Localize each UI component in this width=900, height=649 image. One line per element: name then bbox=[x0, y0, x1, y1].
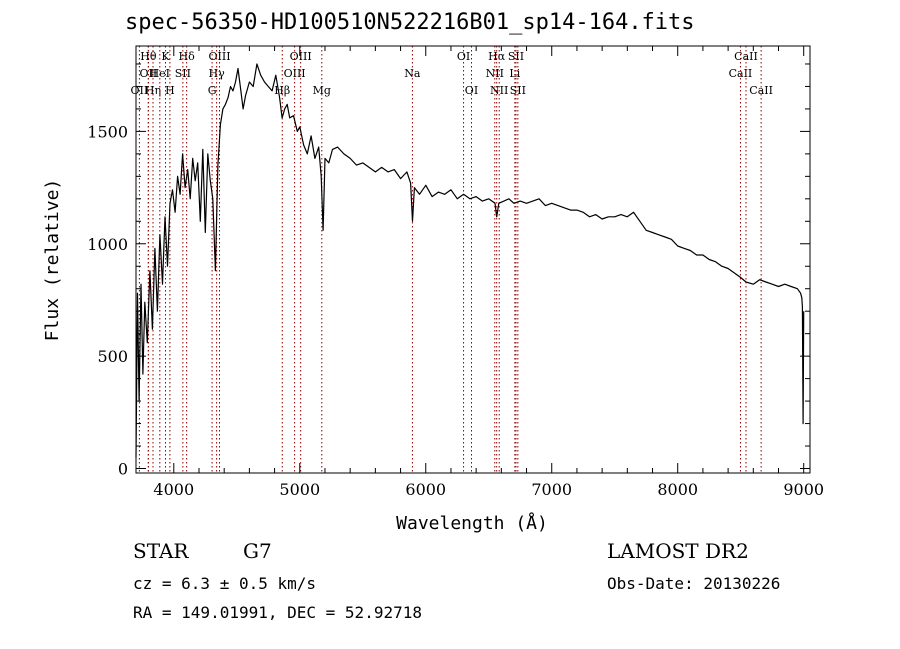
plot-border bbox=[135, 45, 811, 474]
axis-ticks-layer: 4000 5000 6000 7000 8000 9000 0 500 1000 1500 bbox=[87, 46, 824, 499]
y-tick-label: 0 bbox=[118, 460, 128, 479]
spectral-lines-layer: OIIOIIHθHηHeIKHSIIHδGHγOIIIHβOIIIOIIIMgN… bbox=[131, 46, 773, 473]
survey-name: LAMOST DR2 bbox=[607, 539, 749, 563]
spectral-line-label: SII bbox=[510, 84, 526, 97]
spectral-line-label: OI bbox=[457, 50, 470, 63]
spectral-line-label: OIII bbox=[208, 50, 230, 63]
x-tick-label: 5000 bbox=[279, 480, 320, 499]
spectral-line-label: Hβ bbox=[274, 84, 290, 97]
chart-title: spec-56350-HD100510N522216B01_sp14-164.f… bbox=[125, 10, 695, 35]
spectral-line-label: CaII bbox=[729, 67, 753, 80]
spectral-line-label: OI bbox=[465, 84, 478, 97]
x-tick-label: 7000 bbox=[531, 480, 572, 499]
y-tick-label: 1500 bbox=[87, 122, 128, 141]
spectral-line-label: Hθ bbox=[140, 50, 157, 63]
spectral-line-label: Li bbox=[509, 67, 520, 80]
spectral-line-label: K bbox=[161, 50, 170, 63]
spectral-line-label: Hη bbox=[145, 84, 161, 97]
spectral-line-label: OIII bbox=[284, 67, 306, 80]
spectral-line-label: SII bbox=[508, 50, 524, 63]
spectral-line-label: Na bbox=[404, 67, 421, 80]
plot-frame bbox=[135, 45, 811, 474]
spectral-line-label: SII bbox=[175, 67, 191, 80]
observation-date: Obs-Date: 20130226 bbox=[607, 574, 781, 593]
x-tick-label: 8000 bbox=[657, 480, 698, 499]
spectral-line-label: NII bbox=[490, 84, 508, 97]
spectrum-line bbox=[135, 63, 805, 458]
spectrum-series-layer bbox=[135, 63, 805, 458]
y-tick-label: 1000 bbox=[87, 235, 128, 254]
coordinates-readout: RA = 149.01991, DEC = 52.92718 bbox=[133, 603, 422, 622]
x-tick-label: 4000 bbox=[153, 480, 194, 499]
x-axis-label: Wavelength (Å) bbox=[396, 512, 548, 534]
object-subclass: G7 bbox=[243, 539, 272, 563]
spectral-line-label: Hα bbox=[488, 50, 506, 63]
spectral-line-label: Hγ bbox=[209, 67, 226, 80]
spectral-line-label: CaII bbox=[749, 84, 773, 97]
redshift-readout: cz = 6.3 ± 0.5 km/s bbox=[133, 574, 317, 593]
spectral-line-label: OIII bbox=[290, 50, 312, 63]
spectral-line-label: NII bbox=[486, 67, 504, 80]
y-axis-label: Flux (relative) bbox=[42, 179, 63, 342]
spectral-line-label: HeI bbox=[150, 67, 170, 80]
spectral-line-label: G bbox=[208, 84, 217, 97]
x-tick-label: 9000 bbox=[783, 480, 824, 499]
spectral-line-label: OII bbox=[131, 84, 149, 97]
spectral-line-label: CaII bbox=[734, 50, 758, 63]
object-type: STAR bbox=[133, 539, 189, 563]
spectral-line-label: Hδ bbox=[179, 50, 196, 63]
spectral-line-label: H bbox=[165, 84, 175, 97]
spectral-line-label: Mg bbox=[313, 84, 331, 97]
x-tick-label: 6000 bbox=[405, 480, 446, 499]
y-tick-label: 500 bbox=[97, 347, 128, 366]
